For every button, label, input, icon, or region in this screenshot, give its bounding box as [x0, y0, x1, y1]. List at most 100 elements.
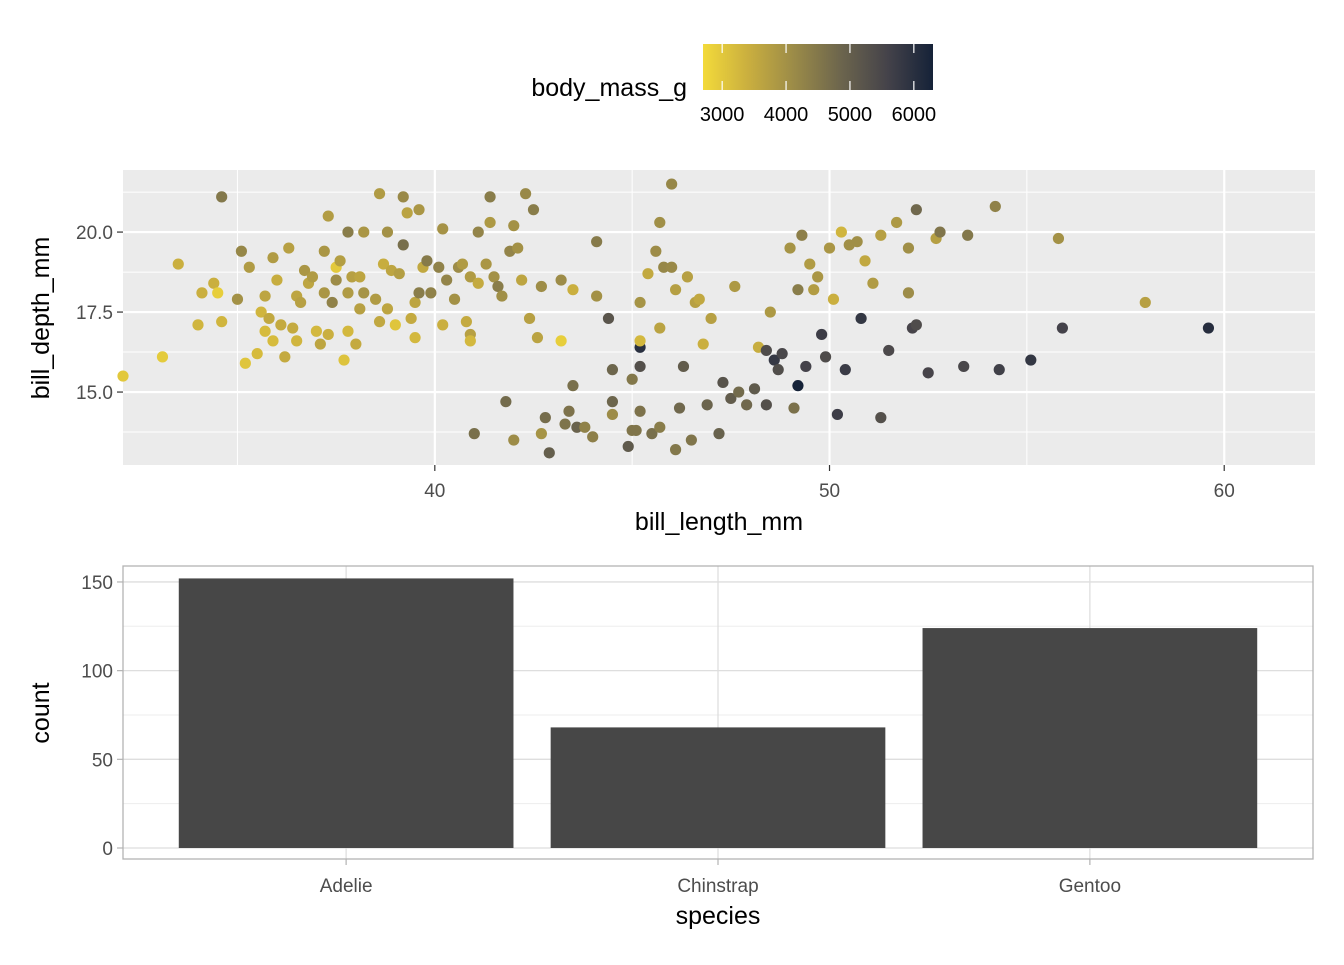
data-point — [831, 408, 844, 421]
data-point — [358, 287, 370, 299]
data-point — [216, 316, 228, 328]
data-point — [156, 351, 169, 363]
data-point — [989, 200, 1001, 213]
data-point — [334, 255, 346, 267]
data-point — [891, 216, 903, 229]
data-point — [587, 431, 599, 443]
data-point — [701, 399, 713, 411]
data-point — [527, 204, 540, 216]
data-point — [409, 332, 421, 344]
data-point — [212, 287, 224, 299]
data-point — [875, 229, 887, 241]
data-point — [263, 312, 275, 325]
data-point — [717, 376, 729, 389]
data-point — [484, 191, 496, 203]
data-point — [1202, 322, 1215, 334]
data-point — [784, 242, 796, 254]
data-point — [958, 360, 970, 373]
data-point — [381, 226, 394, 238]
data-point — [239, 357, 251, 369]
data-point — [792, 284, 804, 296]
data-point — [606, 408, 619, 421]
x-tick-label: Gentoo — [1059, 876, 1121, 897]
data-point — [685, 434, 697, 446]
data-point — [567, 380, 579, 392]
y-tick-label: 100 — [81, 662, 113, 683]
data-point — [472, 226, 484, 238]
data-point — [373, 316, 386, 328]
data-point — [508, 434, 520, 446]
data-point — [464, 335, 476, 347]
data-point — [733, 386, 745, 398]
data-point — [267, 252, 279, 264]
data-point — [468, 428, 480, 440]
data-point — [512, 242, 524, 254]
data-point — [760, 344, 772, 357]
data-point — [677, 360, 690, 373]
data-point — [666, 261, 678, 273]
data-point — [748, 383, 761, 395]
data-point — [634, 296, 646, 309]
data-point — [646, 428, 658, 440]
y-tick-label: 17.5 — [76, 303, 113, 324]
data-point — [172, 258, 184, 270]
data-point — [823, 242, 836, 254]
data-point — [776, 348, 788, 360]
data-point — [235, 245, 248, 257]
y-tick-label: 0 — [102, 839, 113, 860]
data-point — [389, 319, 401, 331]
data-point — [669, 444, 682, 456]
data-point — [855, 312, 867, 325]
data-point — [729, 280, 741, 293]
data-point — [875, 412, 887, 424]
data-point — [358, 226, 370, 238]
data-point — [243, 261, 255, 273]
data-point — [535, 428, 547, 440]
data-point — [851, 236, 863, 248]
scatter-panel — [123, 170, 1315, 465]
data-point — [654, 216, 666, 229]
scatter-y-title: bill_depth_mm — [27, 237, 55, 400]
data-point — [796, 229, 808, 241]
data-point — [883, 344, 895, 357]
data-point — [192, 319, 204, 331]
data-point — [654, 421, 666, 433]
data-point — [397, 239, 409, 251]
data-point — [555, 274, 567, 286]
data-point — [654, 322, 666, 334]
data-point — [492, 280, 504, 293]
data-point — [792, 380, 804, 392]
data-point — [314, 338, 326, 350]
data-point — [275, 319, 287, 331]
data-point — [962, 229, 974, 241]
data-point — [377, 258, 390, 270]
data-point — [437, 319, 449, 331]
data-point — [279, 351, 291, 363]
data-point — [626, 373, 638, 385]
data-point — [579, 421, 591, 433]
x-tick-label: 50 — [819, 481, 840, 502]
data-point — [666, 178, 678, 190]
data-point — [401, 207, 413, 219]
data-point — [681, 271, 694, 283]
x-tick-label: 40 — [424, 481, 445, 502]
data-point — [741, 399, 753, 411]
data-point — [413, 204, 425, 216]
data-point — [539, 412, 551, 424]
data-point — [591, 236, 603, 248]
data-point — [326, 296, 338, 309]
data-point — [259, 325, 271, 337]
data-point — [251, 348, 263, 360]
data-point — [804, 258, 816, 270]
data-point — [413, 287, 425, 299]
data-point — [705, 312, 717, 325]
data-point — [342, 325, 354, 337]
data-point — [555, 335, 567, 347]
data-point — [1052, 232, 1065, 245]
x-tick-label: 60 — [1214, 481, 1235, 502]
colorbar-tick-label: 3000 — [700, 104, 745, 126]
data-point — [819, 351, 832, 363]
data-point — [993, 364, 1005, 376]
bar-chinstrap — [550, 727, 886, 849]
data-point — [634, 360, 646, 373]
